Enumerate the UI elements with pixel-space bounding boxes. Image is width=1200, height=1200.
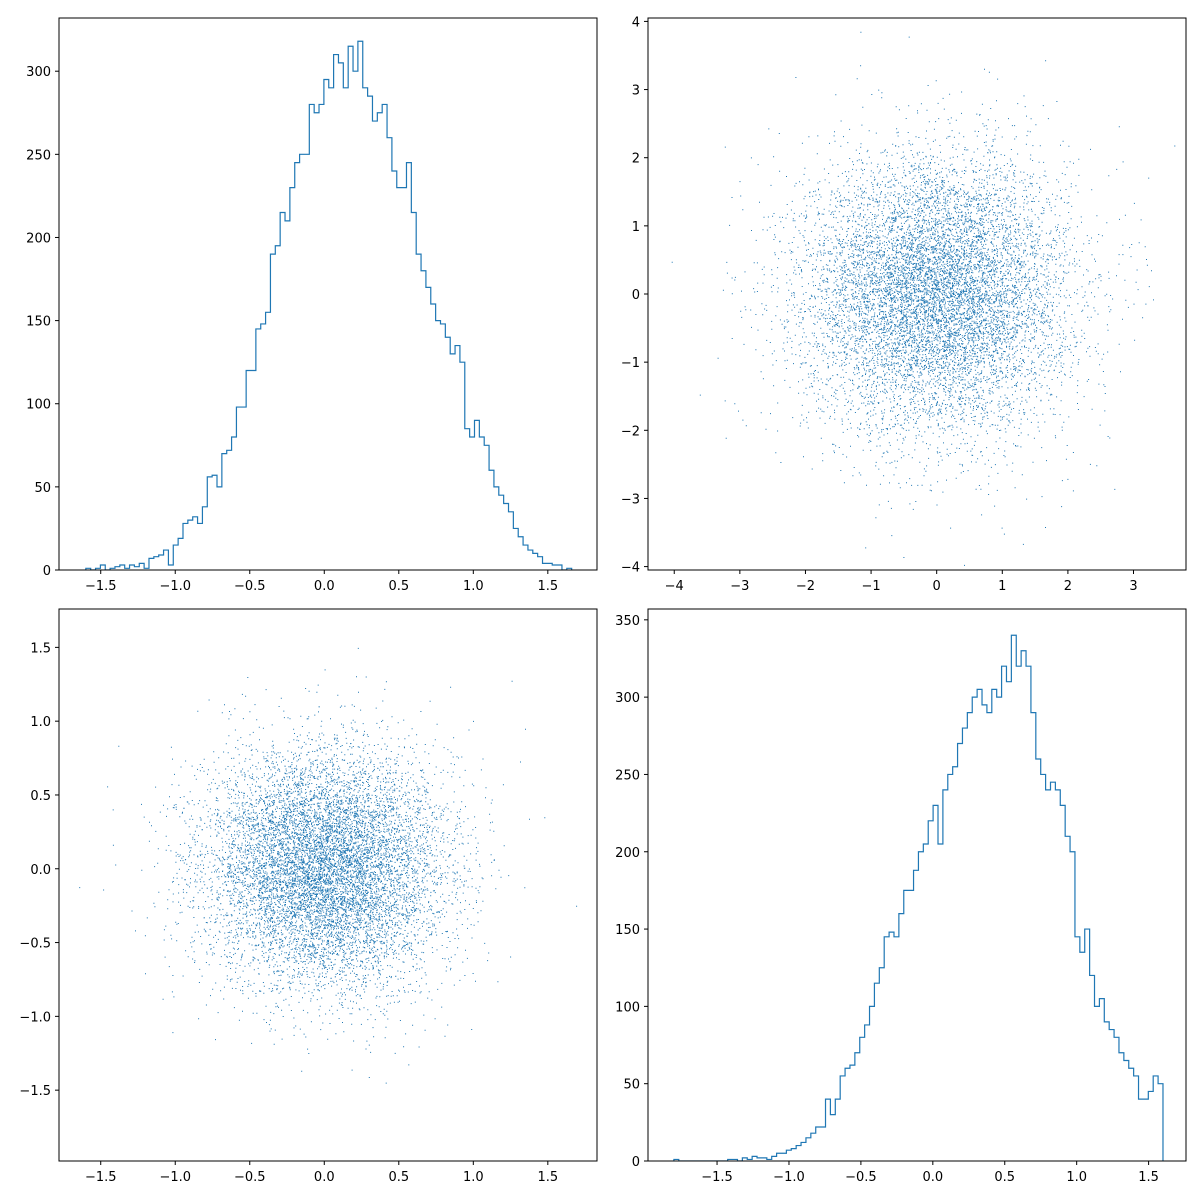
y-tick-label: 250 — [26, 148, 51, 163]
axes-frame — [58, 608, 598, 1162]
histogram-step-line — [85, 40, 573, 570]
x-tick-label: 1.5 — [537, 1170, 558, 1185]
y-tick-label: −1.5 — [19, 1084, 51, 1099]
x-tick-label: 0 — [933, 579, 941, 594]
y-tick-label: 200 — [615, 846, 640, 861]
x-tick-label: 0.5 — [388, 1170, 409, 1185]
y-tick-label: −1.0 — [19, 1010, 51, 1025]
x-tick-label: 1.5 — [1138, 1170, 1159, 1185]
y-tick-label: 300 — [26, 65, 51, 80]
y-tick-label: −2 — [621, 424, 640, 439]
x-tick-label: 2 — [1064, 579, 1072, 594]
x-tick-label: −0.5 — [845, 1170, 877, 1185]
subplot-bottom-right-histogram: −1.5 −1.0 −0.5 0.0 0.5 1.0 1.5 0 50 100 150 200 250 3… — [615, 608, 1187, 1185]
scatter-point-cloud — [671, 31, 1176, 566]
y-tick-label: 1 — [632, 220, 640, 235]
y-tick-label: 350 — [615, 614, 640, 629]
plot-area — [673, 634, 1164, 1161]
y-tick-label: 100 — [26, 398, 51, 413]
y-tick-label: −1 — [621, 356, 640, 371]
y-tick-label: 150 — [615, 923, 640, 938]
y-tick-label: 4 — [632, 15, 640, 30]
x-tick-label: 1.0 — [463, 579, 484, 594]
scatter-point-cloud — [79, 647, 578, 1084]
scatter-points — [79, 647, 578, 1084]
y-tick-label: 3 — [632, 84, 640, 99]
x-tick-label: 0.5 — [388, 579, 409, 594]
axes-frame — [58, 17, 598, 571]
x-tick-label: −1.0 — [773, 1170, 805, 1185]
y-tick-label: 1.0 — [30, 715, 51, 730]
x-tick-label: −1.5 — [85, 1170, 117, 1185]
y-tick-label: 300 — [615, 691, 640, 706]
x-tick-label: 3 — [1129, 579, 1137, 594]
y-tick-label: 100 — [615, 1000, 640, 1015]
y-tick-label: −3 — [621, 492, 640, 507]
x-tick-label: −1.5 — [85, 579, 117, 594]
x-tick-label: 1 — [998, 579, 1006, 594]
y-tick-label: 0 — [632, 1155, 640, 1170]
y-tick-label: −4 — [621, 561, 640, 576]
y-tick-label: 50 — [623, 1078, 640, 1093]
x-tick-label: −1.0 — [159, 579, 191, 594]
x-tick-label: 0.5 — [994, 1170, 1015, 1185]
plot-area — [671, 31, 1176, 566]
x-tick-label: −1.0 — [159, 1170, 191, 1185]
x-tick-label: −1 — [861, 579, 880, 594]
x-tick-label: 0.0 — [922, 1170, 943, 1185]
y-tick-label: 0.5 — [30, 789, 51, 804]
x-tick-label: −2 — [796, 579, 815, 594]
y-tick-label: 200 — [26, 231, 51, 246]
y-tick-label: 250 — [615, 768, 640, 783]
y-tick-label: 0 — [632, 288, 640, 303]
x-tick-label: −0.5 — [234, 579, 266, 594]
x-tick-label: 0.0 — [314, 579, 335, 594]
x-tick-label: 1.0 — [1066, 1170, 1087, 1185]
y-tick-label: 50 — [34, 481, 51, 496]
y-tick-label: 2 — [632, 152, 640, 167]
subplot-top-left-histogram: −1.5 −1.0 −0.5 0.0 0.5 1.0 1.5 0 50 100 150 200 250 3… — [26, 17, 598, 594]
y-tick-label: 1.5 — [30, 641, 51, 656]
y-tick-label: 0 — [43, 564, 51, 579]
x-tick-label: 1.5 — [537, 579, 558, 594]
y-tick-label: 0.0 — [30, 863, 51, 878]
x-tick-label: −4 — [665, 579, 684, 594]
x-tick-label: 0.0 — [314, 1170, 335, 1185]
axes-frame — [647, 17, 1187, 571]
x-tick-label: −0.5 — [234, 1170, 266, 1185]
y-tick-label: −0.5 — [19, 937, 51, 952]
x-tick-label: −3 — [730, 579, 749, 594]
histogram-step-line — [673, 634, 1164, 1161]
plot-area — [85, 40, 573, 570]
scatter-points — [671, 31, 1176, 566]
y-tick-label: 150 — [26, 315, 51, 330]
axes-frame — [647, 608, 1187, 1162]
x-tick-label: −1.5 — [701, 1170, 733, 1185]
plot-area — [79, 647, 578, 1084]
x-tick-label: 1.0 — [463, 1170, 484, 1185]
subplot-top-right-scatter: −4 −3 −2 −1 0 1 2 3 −4 −3 −2 −1 0 1 2 3 4 — [621, 15, 1187, 594]
subplot-bottom-left-scatter: −1.5 −1.0 −0.5 0.0 0.5 1.0 1.5 −1.5 −1.0 −0.5 0.0 0… — [19, 608, 598, 1185]
